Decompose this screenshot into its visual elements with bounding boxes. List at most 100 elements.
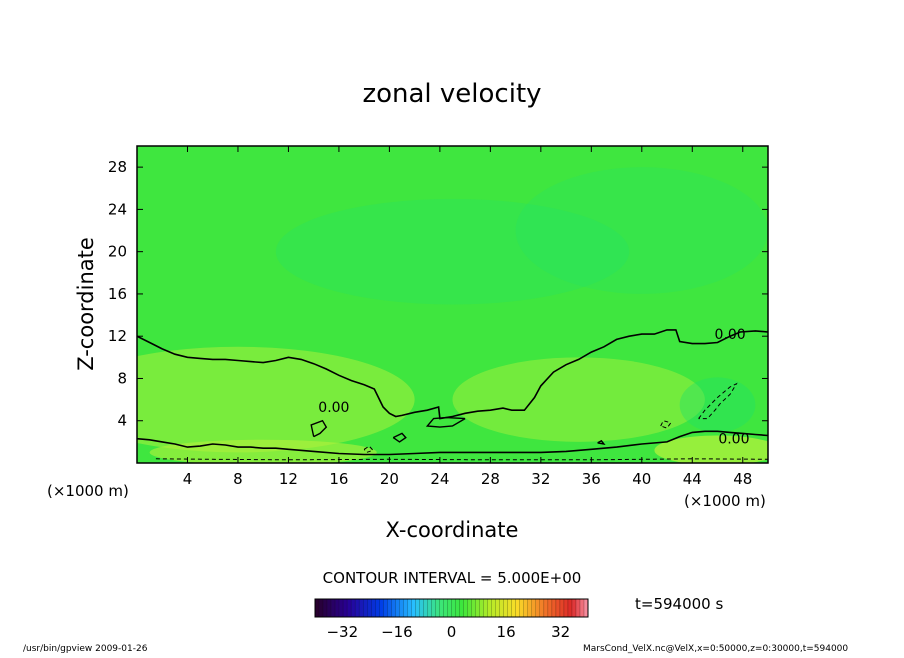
y-axis: 4 8 12 16 20 24 28 xyxy=(108,158,768,430)
colorbar-cell xyxy=(375,599,380,617)
colorbar-cell xyxy=(527,599,533,617)
colorbar-cell xyxy=(371,599,376,617)
colorbar-tick-label: −16 xyxy=(381,623,413,641)
x-tick-label: 48 xyxy=(733,470,752,488)
colorbar-cell xyxy=(547,599,553,617)
zero-contour-island-3 xyxy=(597,439,606,446)
colorbar-cell xyxy=(467,599,472,617)
contour-label-2: 0.00 xyxy=(718,432,749,448)
colorbar-cell xyxy=(487,599,492,617)
colorbar-cell xyxy=(495,599,500,617)
x-tick-label: 36 xyxy=(582,470,601,488)
colorbar-cell xyxy=(399,599,404,617)
x-axis-label: X-coordinate xyxy=(386,518,519,542)
colorbar-cell xyxy=(351,599,356,617)
x-tick-label: 32 xyxy=(531,470,550,488)
x-tick-label: 20 xyxy=(380,470,399,488)
colorbar-cell xyxy=(479,599,484,617)
colorbar-cell xyxy=(451,599,456,617)
negative-contour-3 xyxy=(155,458,768,461)
contour-interval-text: CONTOUR INTERVAL = 5.000E+00 xyxy=(323,569,582,587)
zero-contour-island-0 xyxy=(425,416,466,428)
colorbar-cell xyxy=(559,599,565,617)
colorbar-cell xyxy=(551,599,557,617)
colorbar-cell xyxy=(363,599,368,617)
colorbar-cell xyxy=(415,599,420,617)
colorbar-cell xyxy=(539,599,545,617)
contour-label-0: 0.00 xyxy=(715,327,746,343)
y-tick-label: 12 xyxy=(108,327,127,345)
field-shading-blob-1 xyxy=(452,357,705,442)
colorbar-cell xyxy=(343,599,348,617)
field-shading-blob-3 xyxy=(654,435,768,463)
colorbar-cell xyxy=(483,599,488,617)
colorbar-cell xyxy=(387,599,392,617)
colorbar-cell xyxy=(499,599,504,617)
colorbar-cell xyxy=(455,599,460,617)
x-tick-label: 40 xyxy=(632,470,651,488)
colorbar-cell xyxy=(427,599,432,617)
x-unit-left: (×1000 m) xyxy=(47,482,129,500)
y-tick-label: 8 xyxy=(117,369,127,387)
colorbar-ticks: −32 −16 0 16 32 xyxy=(326,623,570,641)
colorbar-cell xyxy=(507,599,513,617)
field-shading xyxy=(137,167,768,463)
x-tick-label: 4 xyxy=(183,470,193,488)
y-tick-label: 16 xyxy=(108,285,127,303)
footer-right: MarsCond_VelX.nc@VelX,x=0:50000,z=0:3000… xyxy=(583,644,848,654)
colorbar-cell xyxy=(511,599,517,617)
plot-frame xyxy=(136,145,769,464)
colorbar-cell xyxy=(463,599,468,617)
field-shading-blob-0 xyxy=(137,346,415,453)
colorbar-cell xyxy=(331,599,336,617)
field-shading-blob-6 xyxy=(515,167,768,294)
colorbar-cell xyxy=(435,599,440,617)
colorbar-cell xyxy=(319,599,324,617)
colorbar-cell xyxy=(531,599,537,617)
colorbar-tick-label: 32 xyxy=(551,623,570,641)
colorbar-cell xyxy=(459,599,464,617)
y-tick-label: 20 xyxy=(108,243,127,261)
colorbar-cell xyxy=(555,599,561,617)
colorbar-cell xyxy=(431,599,436,617)
contour-labels: 0.00 0.00 0.00 xyxy=(318,327,749,448)
x-axis: 4 8 12 16 20 24 28 32 36 40 44 48 xyxy=(183,146,752,488)
colorbar-cell xyxy=(491,599,496,617)
contour-label-1: 0.00 xyxy=(318,400,349,416)
field-shading-blob-2 xyxy=(679,377,756,433)
colorbar-cell xyxy=(519,599,525,617)
y-tick-label: 24 xyxy=(108,200,127,218)
colorbar-cell xyxy=(583,599,589,617)
x-tick-label: 16 xyxy=(329,470,348,488)
negative-contour-0 xyxy=(698,382,738,420)
colorbar-cell xyxy=(383,599,388,617)
colorbar-cell xyxy=(379,599,384,617)
chart-title: zonal velocity xyxy=(362,79,541,109)
zero-contour-island-2 xyxy=(392,432,407,443)
colorbar-cell xyxy=(407,599,412,617)
colorbar-cell xyxy=(447,599,452,617)
colorbar-cell xyxy=(523,599,529,617)
colorbar-cell xyxy=(395,599,400,617)
colorbar xyxy=(314,599,589,617)
colorbar-cell xyxy=(423,599,428,617)
x-tick-label: 8 xyxy=(233,470,243,488)
colorbar-cell xyxy=(575,599,581,617)
negative-contour-1 xyxy=(660,420,672,429)
zero-contour-bottom xyxy=(137,430,768,456)
zero-contour-island-1 xyxy=(310,419,328,438)
footer-left: /usr/bin/gpview 2009-01-26 xyxy=(23,644,148,654)
y-axis-label: Z-coordinate xyxy=(74,237,98,371)
x-tick-label: 28 xyxy=(481,470,500,488)
colorbar-cell xyxy=(503,599,508,617)
time-text: t=594000 s xyxy=(635,595,723,613)
colorbar-cell xyxy=(335,599,340,617)
colorbar-cell xyxy=(535,599,541,617)
colorbar-cell xyxy=(403,599,408,617)
colorbar-cell xyxy=(359,599,364,617)
colorbar-cell xyxy=(471,599,476,617)
y-tick-label: 28 xyxy=(108,158,127,176)
colorbar-cell xyxy=(543,599,549,617)
colorbar-cell xyxy=(515,599,521,617)
